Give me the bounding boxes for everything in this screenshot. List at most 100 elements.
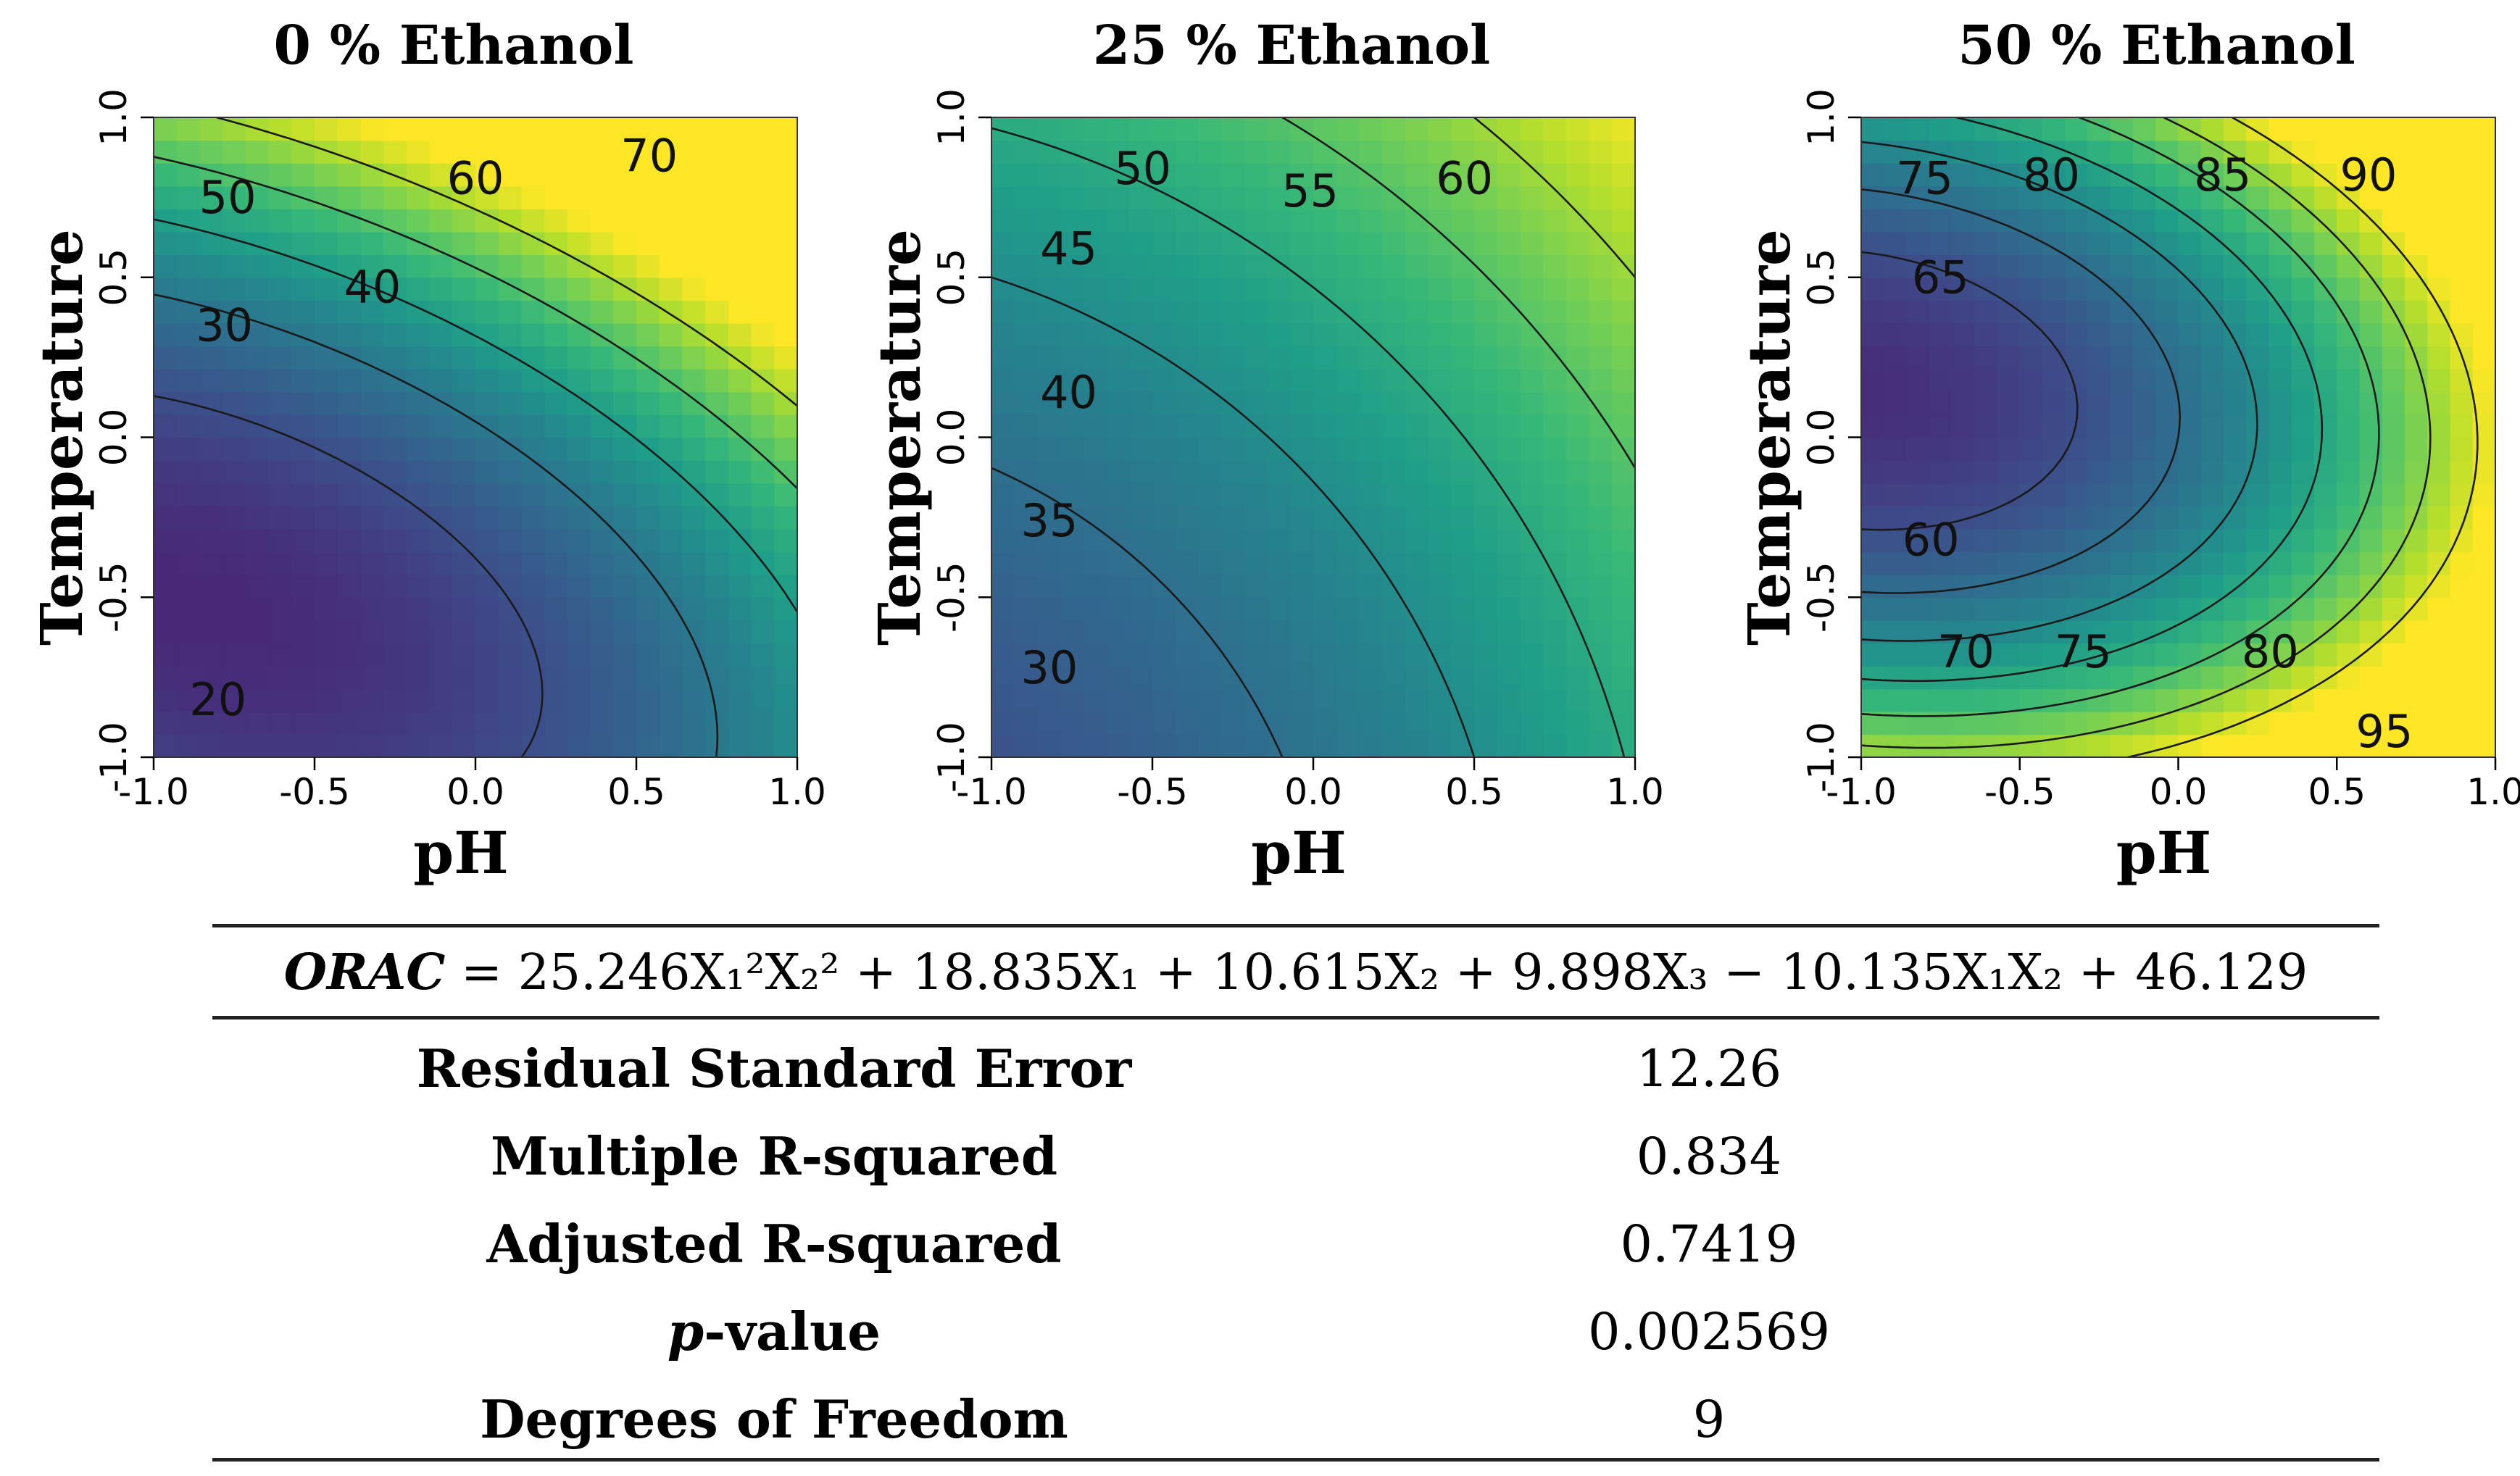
heatmap-cell <box>521 140 545 164</box>
heatmap-cell <box>2019 506 2043 530</box>
heatmap-cell <box>1267 483 1292 506</box>
heatmap-cell <box>590 711 615 735</box>
heatmap-cell <box>498 528 523 552</box>
heatmap-cell <box>223 620 246 644</box>
heatmap-cell <box>544 322 568 347</box>
stat-name: p-value <box>667 1301 881 1362</box>
heatmap-cell <box>659 506 683 530</box>
heatmap-cell <box>337 734 362 758</box>
heatmap-cell <box>1152 620 1176 644</box>
heatmap-cell <box>1060 620 1084 644</box>
heatmap-cell <box>1336 300 1360 324</box>
heatmap-cell <box>2178 346 2202 370</box>
heatmap-cell <box>1474 551 1498 575</box>
heatmap-cell <box>199 437 223 461</box>
heatmap-cell <box>2382 483 2405 506</box>
heatmap-cell <box>1336 414 1360 438</box>
contour-line-60 <box>154 156 797 490</box>
heatmap-cell <box>636 391 660 415</box>
heatmap-cell <box>613 185 637 209</box>
heatmap-cell <box>1520 551 1544 575</box>
heatmap-cell <box>498 483 523 506</box>
heatmap-cell <box>1106 597 1131 621</box>
heatmap-cell <box>1451 483 1475 506</box>
heatmap-cell <box>1405 711 1429 735</box>
heatmap-cell <box>2405 163 2429 187</box>
heatmap-cell <box>567 231 591 256</box>
heatmap-cell <box>1612 277 1636 301</box>
heatmap-cell <box>1060 346 1084 370</box>
heatmap-cell <box>1198 734 1222 758</box>
heatmap-cell <box>1884 322 1908 347</box>
heatmap-cell <box>1037 506 1061 530</box>
heatmap-cell <box>245 597 270 621</box>
heatmap-cell <box>1543 460 1567 484</box>
heatmap-cell <box>636 117 660 141</box>
heatmap-cell <box>1060 711 1084 735</box>
heatmap-cell <box>1382 277 1406 301</box>
contour-label: 30 <box>1020 641 1078 694</box>
heatmap-cell <box>199 711 223 735</box>
heatmap-cell <box>2065 437 2089 461</box>
heatmap-cell <box>452 346 476 370</box>
heatmap-cell <box>636 277 660 301</box>
heatmap-cell <box>1060 643 1084 667</box>
heatmap-cell <box>2337 277 2361 301</box>
heatmap-cell <box>521 231 545 256</box>
heatmap-cell <box>1474 231 1498 256</box>
heatmap-cell <box>1175 231 1199 256</box>
heatmap-cell <box>199 185 223 209</box>
heatmap-cell <box>2110 391 2134 415</box>
heatmap-cell <box>1952 231 1976 256</box>
heatmap-cell <box>2042 483 2066 506</box>
heatmap-cell <box>991 643 1015 667</box>
heatmap-cell <box>1520 391 1544 415</box>
x-tick-label: -1.0 <box>118 771 189 813</box>
heatmap-cell <box>991 506 1015 530</box>
heatmap-cell <box>176 688 201 712</box>
heatmap-cell <box>1106 391 1131 415</box>
heatmap-cell <box>590 117 615 141</box>
heatmap-cell <box>1267 163 1292 187</box>
heatmap-cell <box>1198 483 1222 506</box>
heatmap-cell <box>2359 711 2383 735</box>
heatmap-cell <box>590 277 615 301</box>
heatmap-cell <box>2359 688 2383 712</box>
heatmap-cell <box>452 391 476 415</box>
heatmap-cell <box>705 437 729 461</box>
heatmap-cell <box>2087 140 2111 164</box>
heatmap-cell <box>268 140 293 164</box>
heatmap-cell <box>1060 277 1084 301</box>
heatmap-cell <box>1313 711 1337 735</box>
heatmap-cell <box>1244 277 1268 301</box>
heatmap-cell <box>475 391 499 415</box>
heatmap-cell <box>1451 391 1475 415</box>
heatmap-cell <box>291 597 315 621</box>
heatmap-cell <box>1014 140 1039 164</box>
contour-lines <box>1861 117 2479 757</box>
heatmap-cell <box>154 574 178 599</box>
heatmap-cell <box>1520 711 1544 735</box>
heatmap-cell <box>1405 300 1429 324</box>
heatmap-cell <box>2224 551 2247 575</box>
heatmap-cell <box>659 277 683 301</box>
heatmap-cell <box>1221 300 1245 324</box>
heatmap-cell <box>360 254 384 278</box>
heatmap-cell <box>2405 620 2429 644</box>
x-axis: -1.0 -0.5 0.0 0.5 1.0 <box>1826 757 2520 813</box>
heatmap-cell <box>567 597 591 621</box>
heatmap-cell <box>1612 483 1636 506</box>
heatmap-cell <box>521 574 545 599</box>
heatmap-cell <box>2269 483 2292 506</box>
heatmap-cell <box>1906 368 1930 393</box>
heatmap-cell <box>2314 643 2338 667</box>
heatmap-cell <box>315 231 338 256</box>
heatmap-cell <box>337 665 362 690</box>
heatmap-cell <box>2359 163 2383 187</box>
heatmap-cell <box>613 346 637 370</box>
heatmap-cell <box>1474 460 1498 484</box>
stat-value: 0.7419 <box>1620 1214 1798 1274</box>
heatmap-cell <box>1405 231 1429 256</box>
heatmap-cell <box>1152 506 1176 530</box>
heatmap-cell <box>268 620 293 644</box>
